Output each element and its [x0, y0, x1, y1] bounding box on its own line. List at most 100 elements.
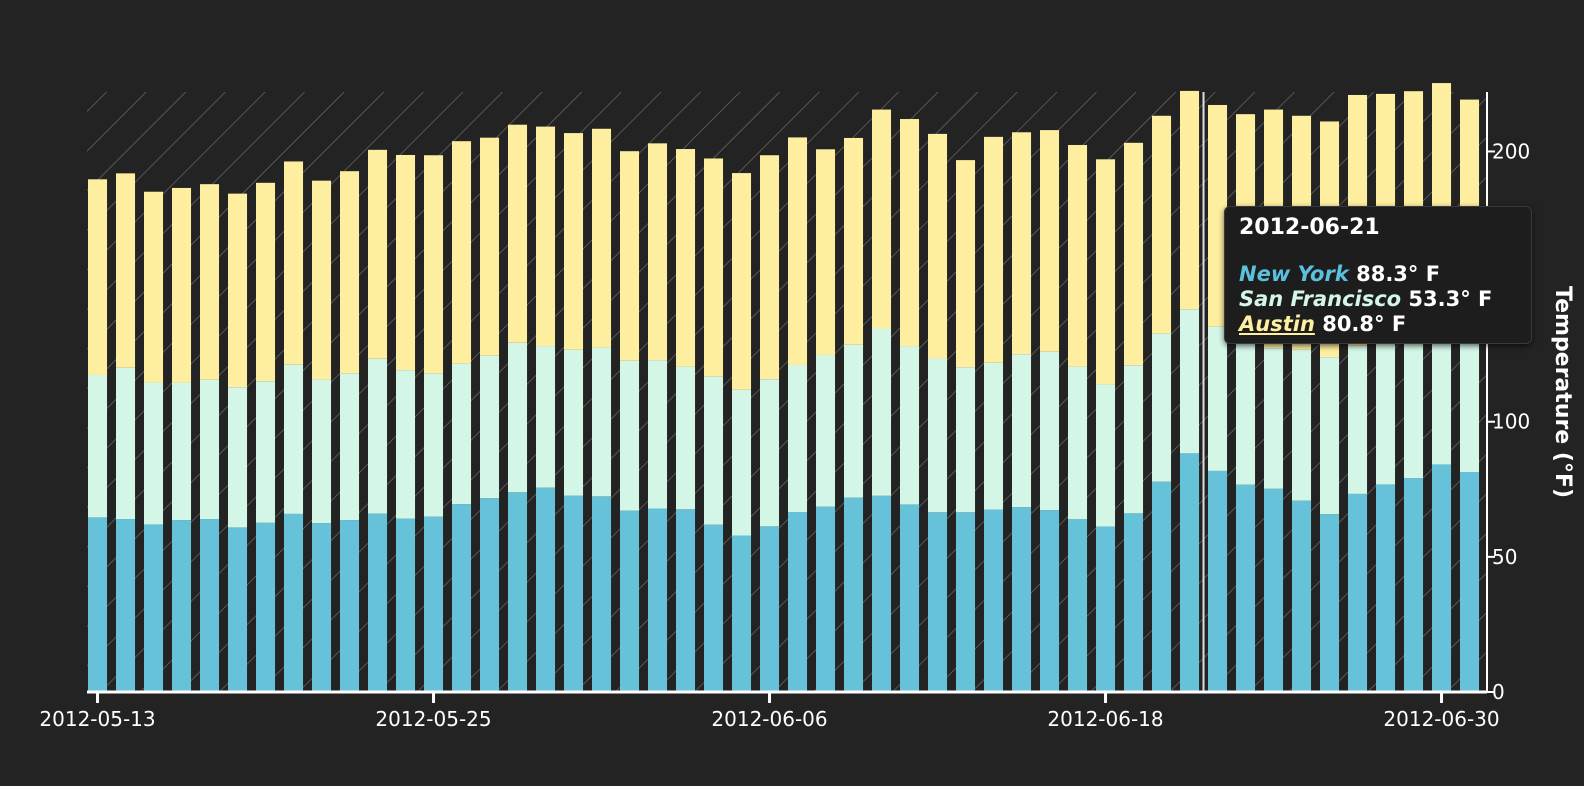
bar-segment-san-francisco[interactable] — [172, 382, 192, 521]
bar-segment-san-francisco[interactable] — [368, 358, 388, 514]
bar-segment-san-francisco[interactable] — [844, 344, 864, 498]
bar-segment-austin[interactable] — [144, 191, 164, 383]
bar-segment-new-york[interactable] — [508, 492, 528, 692]
bar-segment-austin[interactable] — [676, 149, 696, 367]
bar-segment-new-york[interactable] — [172, 520, 192, 692]
bar-segment-austin[interactable] — [956, 160, 976, 368]
bar-segment-austin[interactable] — [620, 151, 640, 361]
bar-segment-new-york[interactable] — [1236, 484, 1256, 692]
bar-segment-san-francisco[interactable] — [1320, 357, 1340, 515]
bar-segment-new-york[interactable] — [1404, 478, 1424, 692]
bar-segment-austin[interactable] — [732, 173, 752, 390]
bar-segment-new-york[interactable] — [1040, 510, 1060, 692]
bar-segment-san-francisco[interactable] — [872, 328, 892, 496]
bar-segment-san-francisco[interactable] — [592, 347, 612, 497]
bar-segment-new-york[interactable] — [396, 518, 416, 692]
bar-segment-austin[interactable] — [1096, 159, 1116, 385]
bar-segment-austin[interactable] — [648, 143, 668, 361]
bar-segment-san-francisco[interactable] — [1348, 345, 1368, 494]
bar-segment-san-francisco[interactable] — [956, 367, 976, 513]
bar-segment-new-york[interactable] — [256, 522, 276, 692]
bar-segment-austin[interactable] — [508, 124, 528, 343]
bar-segment-new-york[interactable] — [676, 509, 696, 692]
bar-segment-austin[interactable] — [424, 155, 444, 374]
bar-segment-new-york[interactable] — [480, 498, 500, 692]
bar-segment-san-francisco[interactable] — [1012, 354, 1032, 508]
bar-segment-san-francisco[interactable] — [284, 364, 304, 514]
bar-segment-san-francisco[interactable] — [928, 358, 948, 513]
bar-segment-san-francisco[interactable] — [144, 382, 164, 525]
bar-segment-new-york[interactable] — [284, 513, 304, 692]
bar-segment-new-york[interactable] — [788, 512, 808, 692]
bar-segment-san-francisco[interactable] — [564, 349, 584, 496]
bar-segment-austin[interactable] — [228, 193, 248, 388]
bar-segment-new-york[interactable] — [1096, 526, 1116, 692]
bar-segment-austin[interactable] — [312, 180, 332, 380]
bar-segment-san-francisco[interactable] — [984, 362, 1004, 510]
bar-segment-austin[interactable] — [1012, 132, 1032, 355]
bar-segment-austin[interactable] — [284, 161, 304, 365]
bar-segment-austin[interactable] — [928, 133, 948, 359]
bar-segment-new-york[interactable] — [1208, 470, 1228, 692]
bar-segment-new-york[interactable] — [732, 535, 752, 692]
bar-segment-san-francisco[interactable] — [452, 363, 472, 505]
bar-segment-new-york[interactable] — [956, 512, 976, 692]
bar-segment-san-francisco[interactable] — [1096, 384, 1116, 527]
bar-segment-new-york[interactable] — [872, 495, 892, 692]
bar-segment-new-york[interactable] — [1432, 464, 1452, 692]
bar-segment-new-york[interactable] — [900, 504, 920, 692]
bar-segment-san-francisco[interactable] — [1264, 348, 1284, 489]
bar-segment-new-york[interactable] — [1376, 484, 1396, 692]
bar-segment-new-york[interactable] — [1068, 519, 1088, 692]
bar-segment-austin[interactable] — [788, 137, 808, 365]
bar-segment-san-francisco[interactable] — [116, 367, 136, 520]
bar-segment-new-york[interactable] — [760, 526, 780, 692]
bar-segment-san-francisco[interactable] — [340, 373, 360, 521]
bar-segment-new-york[interactable] — [984, 509, 1004, 692]
bar-segment-san-francisco[interactable] — [396, 370, 416, 519]
bar-segment-austin[interactable] — [116, 173, 136, 368]
bar-segment-austin[interactable] — [340, 171, 360, 374]
bar-segment-austin[interactable] — [704, 158, 724, 377]
bar-segment-new-york[interactable] — [1292, 500, 1312, 692]
bar-segment-new-york[interactable] — [704, 524, 724, 692]
bar-segment-new-york[interactable] — [592, 496, 612, 692]
bar-segment-san-francisco[interactable] — [900, 346, 920, 505]
bar-segment-san-francisco[interactable] — [228, 387, 248, 528]
bar-segment-san-francisco[interactable] — [480, 355, 500, 499]
bar-segment-san-francisco[interactable] — [648, 360, 668, 509]
bar-segment-new-york[interactable] — [368, 513, 388, 692]
bar-segment-austin[interactable] — [200, 184, 220, 380]
bar-segment-san-francisco[interactable] — [1152, 333, 1172, 482]
bar-segment-san-francisco[interactable] — [732, 389, 752, 536]
bar-segment-new-york[interactable] — [648, 508, 668, 692]
bar-segment-san-francisco[interactable] — [256, 381, 276, 523]
bar-segment-austin[interactable] — [368, 149, 388, 359]
bar-segment-san-francisco[interactable] — [1460, 329, 1480, 472]
bar-segment-new-york[interactable] — [564, 495, 584, 692]
bar-segment-austin[interactable] — [1068, 144, 1088, 367]
bar-segment-san-francisco[interactable] — [704, 376, 724, 525]
bar-segment-san-francisco[interactable] — [1040, 351, 1060, 511]
bar-segment-san-francisco[interactable] — [312, 379, 332, 524]
bar-segment-austin[interactable] — [88, 179, 108, 375]
bar-segment-san-francisco[interactable] — [536, 346, 556, 488]
bar-segment-san-francisco[interactable] — [1376, 332, 1396, 485]
bar-segment-new-york[interactable] — [88, 517, 108, 692]
bar-segment-austin[interactable] — [564, 133, 584, 350]
bar-segment-new-york[interactable] — [536, 487, 556, 692]
bar-segment-new-york[interactable] — [1320, 514, 1340, 692]
bar-segment-new-york[interactable] — [1012, 507, 1032, 692]
bar-segment-new-york[interactable] — [1124, 513, 1144, 692]
bar-segment-san-francisco[interactable] — [200, 379, 220, 520]
bar-segment-san-francisco[interactable] — [508, 342, 528, 493]
bar-segment-new-york[interactable] — [340, 520, 360, 692]
bar-segment-austin[interactable] — [900, 119, 920, 347]
bar-segment-san-francisco[interactable] — [1068, 366, 1088, 520]
bar-segment-new-york[interactable] — [312, 523, 332, 692]
bar-segment-new-york[interactable] — [928, 512, 948, 692]
bar-segment-austin[interactable] — [844, 137, 864, 345]
bar-segment-new-york[interactable] — [228, 527, 248, 692]
bar-segment-austin[interactable] — [452, 141, 472, 364]
bar-segment-austin[interactable] — [536, 126, 556, 347]
